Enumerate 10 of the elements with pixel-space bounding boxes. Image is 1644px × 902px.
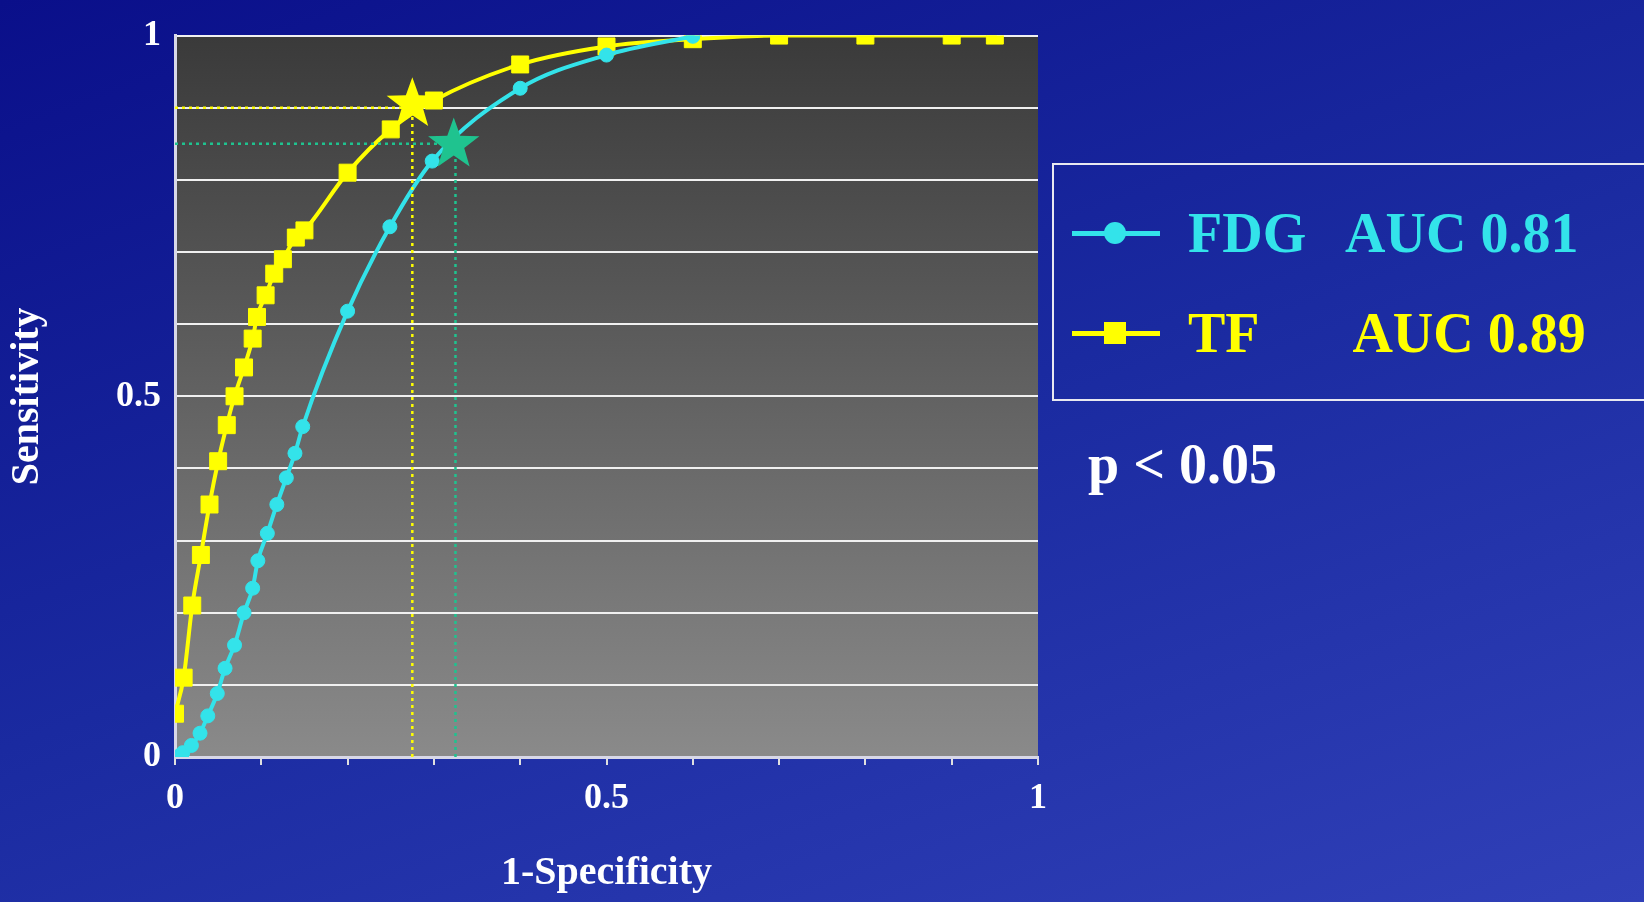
- legend-label: FDG AUC 0.81: [1188, 201, 1579, 265]
- y-tick-label: 0: [143, 734, 161, 775]
- x-tick-label: 0.5: [584, 775, 629, 816]
- x-axis-title: 1-Specificity: [500, 848, 713, 894]
- y-tick-label: 0.5: [116, 373, 161, 414]
- legend-label: TF AUC 0.89: [1188, 301, 1586, 365]
- text: p < 0.05: [1088, 432, 1278, 496]
- x-tick-label: 1: [1029, 775, 1047, 816]
- y-tick-label: 1: [143, 12, 161, 53]
- y-axis-title: Sensitivity: [2, 307, 48, 486]
